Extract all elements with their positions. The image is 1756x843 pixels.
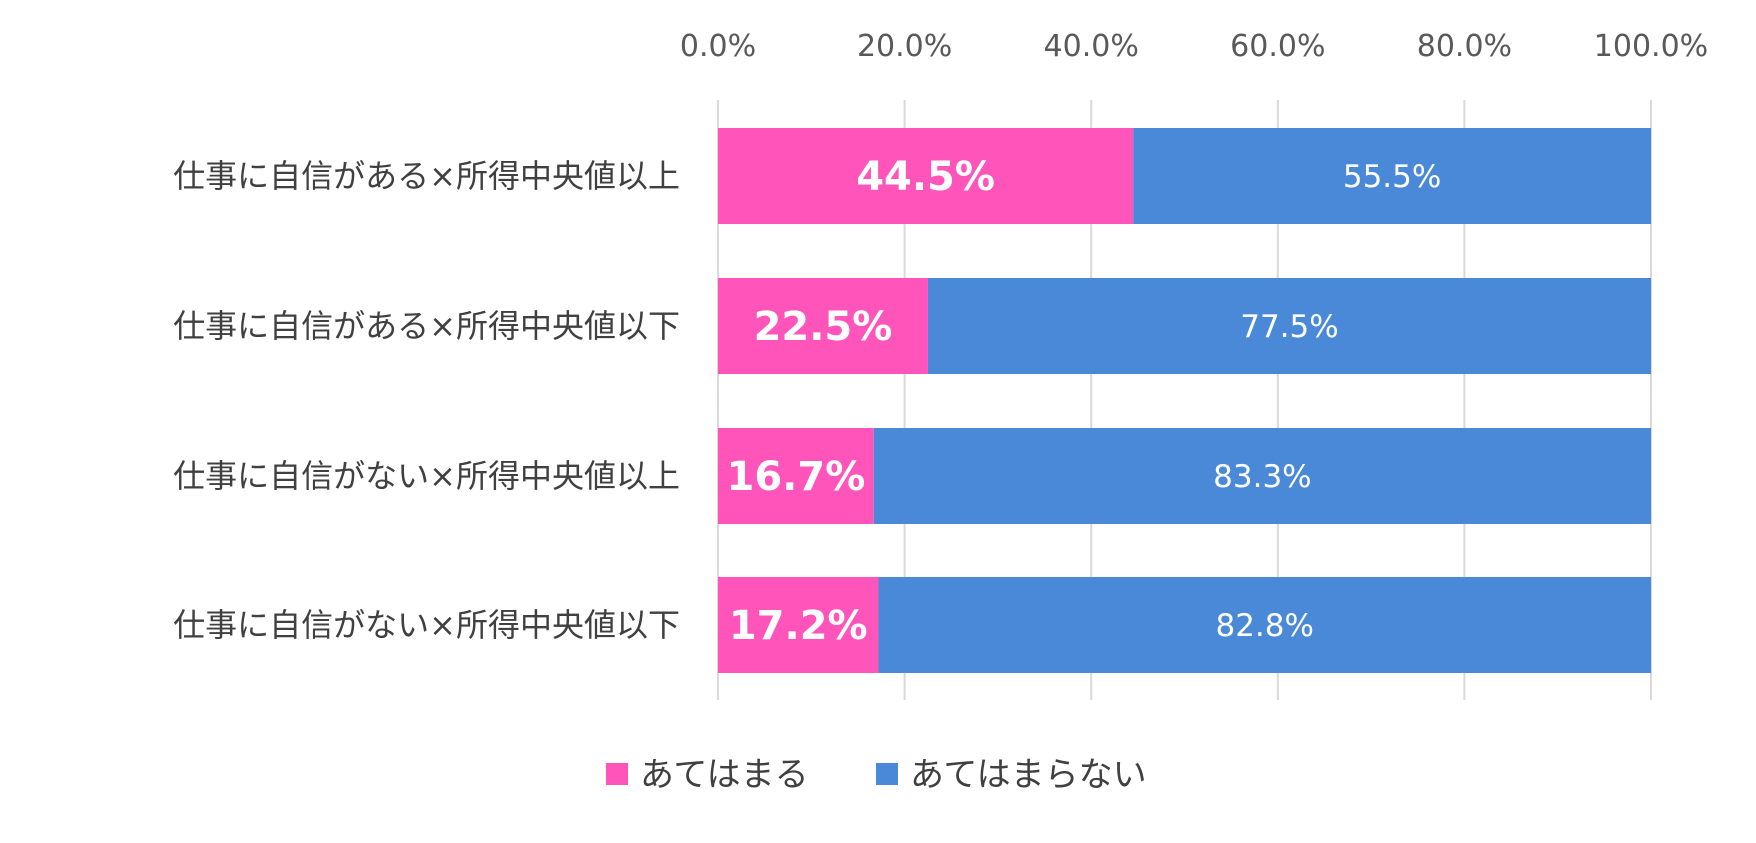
x-tick-label: 20.0% <box>857 29 952 64</box>
x-tick-label: 100.0% <box>1594 29 1708 64</box>
bar-segment <box>873 428 1651 524</box>
bar-segment <box>718 577 879 673</box>
bar-segment <box>878 577 1651 673</box>
legend: あてはまる あてはまらない <box>606 755 1147 795</box>
category-label: 仕事に自信がない×所得中央値以下 <box>173 606 680 644</box>
x-tick-label: 0.0% <box>680 29 756 64</box>
data-label: 44.5% <box>856 154 995 200</box>
bar-segment <box>718 128 1134 224</box>
category-label: 仕事に自信がある×所得中央値以下 <box>173 307 680 345</box>
x-tick-label: 80.0% <box>1417 29 1512 64</box>
data-label: 77.5% <box>1240 309 1338 345</box>
bar-segment <box>927 278 1651 374</box>
category-labels: 仕事に自信がある×所得中央値以上仕事に自信がある×所得中央値以下仕事に自信がない… <box>173 157 680 644</box>
bars: 44.5% 55.5% 22.5% 77.5% 16.7% 83.3% 17.2% 82.8% <box>718 128 1651 673</box>
data-label: 17.2% <box>729 603 868 649</box>
category-label: 仕事に自信がある×所得中央値以上 <box>173 157 680 195</box>
bar-segment <box>718 428 874 524</box>
data-label: 82.8% <box>1215 608 1313 644</box>
legend-label: あてはまらない <box>910 755 1147 795</box>
bar-segment <box>718 278 928 374</box>
data-label: 16.7% <box>727 454 866 500</box>
data-label: 55.5% <box>1343 159 1441 195</box>
legend-swatch <box>606 763 628 785</box>
legend-swatch <box>876 763 898 785</box>
x-axis-ticks: 0.0% 20.0% 40.0% 60.0% 80.0% 100.0% <box>680 29 1708 64</box>
x-tick-label: 40.0% <box>1044 29 1139 64</box>
category-label: 仕事に自信がない×所得中央値以上 <box>173 457 680 495</box>
data-label: 22.5% <box>754 304 893 350</box>
bar-segment <box>1133 128 1651 224</box>
x-tick-label: 60.0% <box>1230 29 1325 64</box>
data-label: 83.3% <box>1213 459 1311 495</box>
legend-label: あてはまる <box>640 755 809 795</box>
